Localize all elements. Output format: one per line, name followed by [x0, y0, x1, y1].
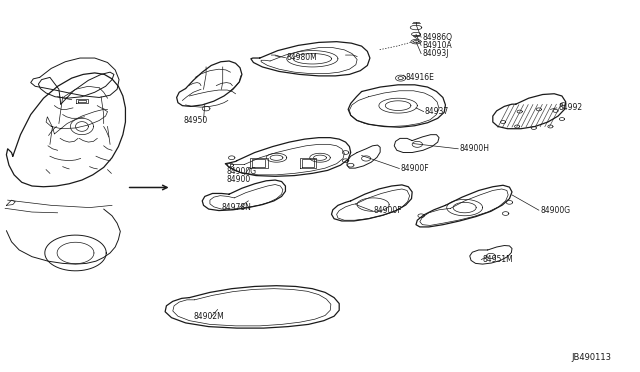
Text: 84986Q: 84986Q — [422, 33, 452, 42]
Text: 84978N: 84978N — [221, 203, 252, 212]
Text: 84916E: 84916E — [406, 73, 435, 81]
Text: 84951M: 84951M — [483, 255, 513, 264]
Text: 84093J: 84093J — [422, 49, 449, 58]
Text: 84937: 84937 — [425, 107, 449, 116]
Text: B4910A: B4910A — [422, 41, 452, 50]
Text: 84900F: 84900F — [401, 164, 429, 173]
Text: 84900: 84900 — [227, 175, 251, 184]
Text: 84900G: 84900G — [227, 167, 257, 176]
Text: 84900G: 84900G — [540, 206, 570, 215]
Text: 84900H: 84900H — [460, 144, 490, 153]
Text: JB490113: JB490113 — [571, 353, 611, 362]
Text: 84950: 84950 — [184, 116, 208, 125]
Text: 84980M: 84980M — [286, 53, 317, 62]
Text: 84900F: 84900F — [374, 206, 403, 215]
Text: 84902M: 84902M — [193, 312, 224, 321]
Text: 84992: 84992 — [558, 103, 582, 112]
